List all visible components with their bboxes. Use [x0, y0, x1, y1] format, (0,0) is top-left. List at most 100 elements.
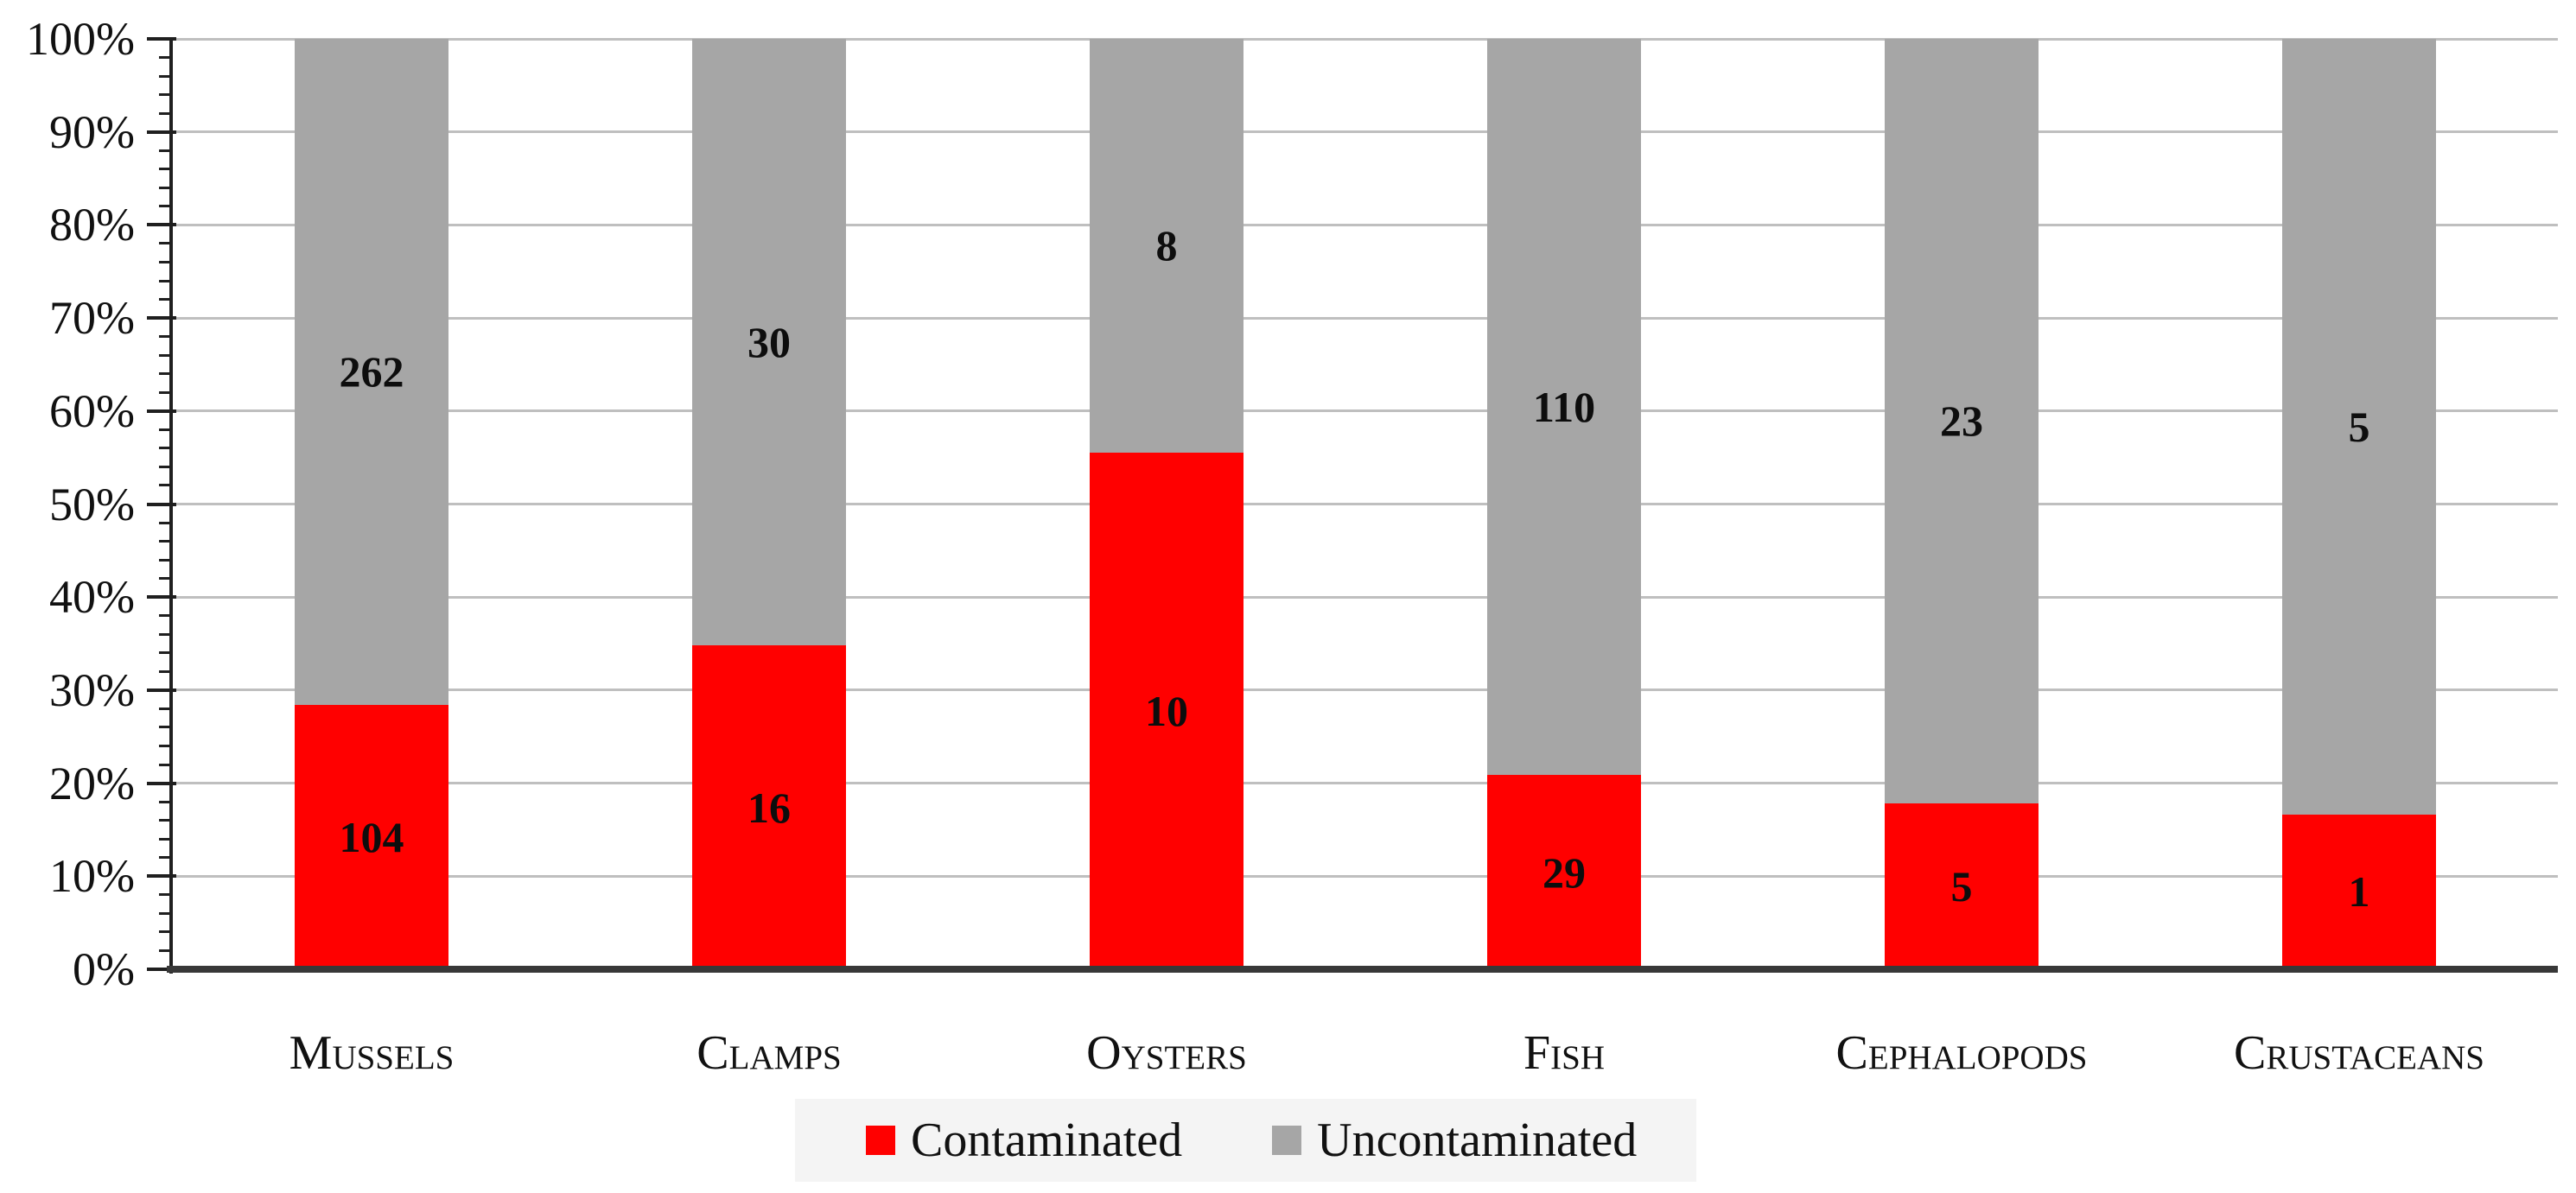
major-tick-100	[147, 37, 176, 41]
bar-segment-contaminated-clamps	[692, 645, 846, 969]
value-label-uncontaminated-crustaceans: 5	[2348, 402, 2370, 451]
y-tick-label-30: 30%	[49, 663, 135, 716]
y-tick-label-10: 10%	[49, 850, 135, 903]
minor-tick-96	[159, 74, 173, 78]
y-tick-label-80: 80%	[49, 199, 135, 251]
minor-tick-94	[159, 93, 173, 97]
gridline-80	[173, 223, 2558, 226]
major-tick-10	[147, 874, 176, 879]
gridline-60	[173, 409, 2558, 413]
legend: Contaminated Uncontaminated	[795, 1099, 1696, 1182]
minor-tick-66	[159, 353, 173, 357]
minor-tick-56	[159, 447, 173, 450]
major-tick-70	[147, 316, 176, 320]
bar-segment-contaminated-cephalopods	[1885, 803, 2039, 969]
minor-tick-4	[159, 930, 173, 934]
gridline-10	[173, 874, 2558, 878]
minor-tick-82	[159, 205, 173, 208]
value-label-uncontaminated-fish: 110	[1532, 383, 1596, 432]
bar-segment-uncontaminated-cephalopods	[1885, 39, 2039, 803]
category-label-fish: Fish	[1523, 1026, 1605, 1080]
bar-segment-contaminated-fish	[1487, 775, 1641, 969]
minor-tick-46	[159, 540, 173, 543]
y-tick-label-70: 70%	[49, 292, 135, 345]
category-label-cephalopods: Cephalopods	[1835, 1026, 2088, 1080]
y-tick-label-60: 60%	[49, 384, 135, 437]
minor-tick-84	[159, 186, 173, 189]
major-tick-40	[147, 595, 176, 600]
minor-tick-76	[159, 260, 173, 263]
category-label-mussels: Mussels	[289, 1026, 455, 1080]
bar-segment-uncontaminated-oysters	[1090, 39, 1243, 453]
minor-tick-24	[159, 745, 173, 748]
category-label-clamps: Clamps	[696, 1026, 842, 1080]
y-tick-label-40: 40%	[49, 571, 135, 624]
y-tick-label-100: 100%	[26, 13, 135, 65]
bar-segment-uncontaminated-mussels	[295, 39, 448, 705]
minor-tick-78	[159, 242, 173, 245]
minor-tick-36	[159, 632, 173, 636]
gridline-90	[173, 130, 2558, 134]
minor-tick-52	[159, 484, 173, 487]
minor-tick-2	[159, 949, 173, 952]
gridline-30	[173, 689, 2558, 692]
y-tick-label-20: 20%	[49, 757, 135, 809]
legend-item-uncontaminated: Uncontaminated	[1272, 1114, 1637, 1166]
y-tick-label-0: 0%	[73, 943, 135, 995]
x-axis-line	[167, 966, 2558, 973]
gridline-50	[173, 503, 2558, 505]
bar-segment-contaminated-crustaceans	[2282, 814, 2436, 969]
minor-tick-38	[159, 614, 173, 618]
legend-label-contaminated: Contaminated	[911, 1114, 1183, 1167]
minor-tick-22	[159, 763, 173, 766]
major-tick-60	[147, 409, 176, 413]
category-label-crustaceans: Crustaceans	[2234, 1026, 2484, 1080]
gridline-40	[173, 595, 2558, 599]
y-tick-label-90: 90%	[49, 105, 135, 158]
minor-tick-48	[159, 521, 173, 524]
minor-tick-26	[159, 726, 173, 729]
minor-tick-8	[159, 893, 173, 897]
minor-tick-58	[159, 428, 173, 431]
minor-tick-86	[159, 168, 173, 171]
bar-segment-uncontaminated-crustaceans	[2282, 39, 2436, 815]
minor-tick-14	[159, 837, 173, 841]
y-tick-label-50: 50%	[49, 478, 135, 530]
major-tick-50	[147, 502, 176, 506]
value-label-uncontaminated-oysters: 8	[1155, 221, 1178, 270]
major-tick-80	[147, 223, 176, 227]
major-tick-30	[147, 688, 176, 692]
major-tick-90	[147, 130, 176, 134]
minor-tick-32	[159, 669, 173, 673]
minor-tick-68	[159, 335, 173, 339]
bar-segment-contaminated-mussels	[295, 704, 448, 969]
minor-tick-34	[159, 651, 173, 655]
legend-item-contaminated: Contaminated	[866, 1114, 1182, 1166]
major-tick-20	[147, 781, 176, 785]
value-label-contaminated-mussels: 104	[339, 812, 404, 861]
minor-tick-12	[159, 856, 173, 860]
minor-tick-74	[159, 279, 173, 282]
value-label-uncontaminated-clamps: 30	[747, 318, 791, 367]
bar-segment-uncontaminated-clamps	[692, 39, 846, 646]
major-tick-0	[147, 968, 176, 971]
category-label-oysters: Oysters	[1086, 1026, 1247, 1080]
value-label-uncontaminated-cephalopods: 23	[1940, 397, 1983, 446]
bar-segment-uncontaminated-fish	[1487, 39, 1641, 776]
minor-tick-72	[159, 298, 173, 301]
value-label-contaminated-clamps: 16	[747, 783, 791, 832]
minor-tick-98	[159, 56, 173, 60]
minor-tick-92	[159, 111, 173, 115]
bar-segment-contaminated-oysters	[1090, 452, 1243, 969]
value-label-contaminated-oysters: 10	[1145, 686, 1188, 735]
value-label-contaminated-cephalopods: 5	[1950, 861, 1973, 911]
minor-tick-42	[159, 577, 173, 581]
minor-tick-88	[159, 149, 173, 152]
y-axis-spine	[169, 39, 173, 974]
value-label-contaminated-fish: 29	[1542, 847, 1586, 897]
legend-swatch-contaminated-icon	[866, 1126, 895, 1155]
minor-tick-62	[159, 390, 173, 394]
legend-swatch-uncontaminated-icon	[1272, 1126, 1302, 1155]
value-label-uncontaminated-mussels: 262	[339, 347, 404, 397]
